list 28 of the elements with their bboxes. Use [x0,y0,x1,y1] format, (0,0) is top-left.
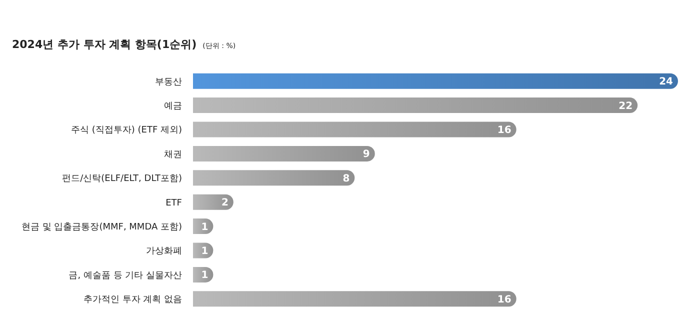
data-label: 22 [618,100,633,112]
data-label: 1 [201,270,208,282]
y-tick-label: 펀드/신탁(ELF/ELT, DLT포함) [62,174,182,184]
y-tick-label: 채권 [164,150,182,160]
y-tick-label: 금, 예술품 등 기타 실물자산 [68,270,182,281]
bar [193,291,516,307]
bar [193,194,234,210]
text: 2024년 추가 투자 계획 항목(1순위) [12,38,197,51]
y-tick-label: 현금 및 입출금통장(MMF, MMDA 포함) [22,222,182,232]
data-label: 1 [201,246,208,257]
bar [193,122,516,138]
y-tick-label: 추가적인 투자 계획 없음 [83,295,182,306]
data-label: 8 [342,173,350,184]
y-tick-label: ETF [166,198,182,208]
data-label: 16 [497,125,512,136]
y-tick-label: 예금 [164,101,182,112]
data-label: 16 [497,294,512,306]
bar [193,98,638,114]
bar [193,170,355,186]
data-label: 1 [201,222,208,233]
y-tick-label: 주식 (직접투자) (ETF 제외) [71,126,182,136]
bar [193,146,375,162]
y-tick-label: 부동산 [155,77,182,88]
data-label: 2 [221,198,228,209]
bar [193,73,678,89]
data-label: 9 [362,149,370,160]
y-tick-label: 가상화폐 [146,246,182,257]
data-label: 24 [659,76,674,88]
